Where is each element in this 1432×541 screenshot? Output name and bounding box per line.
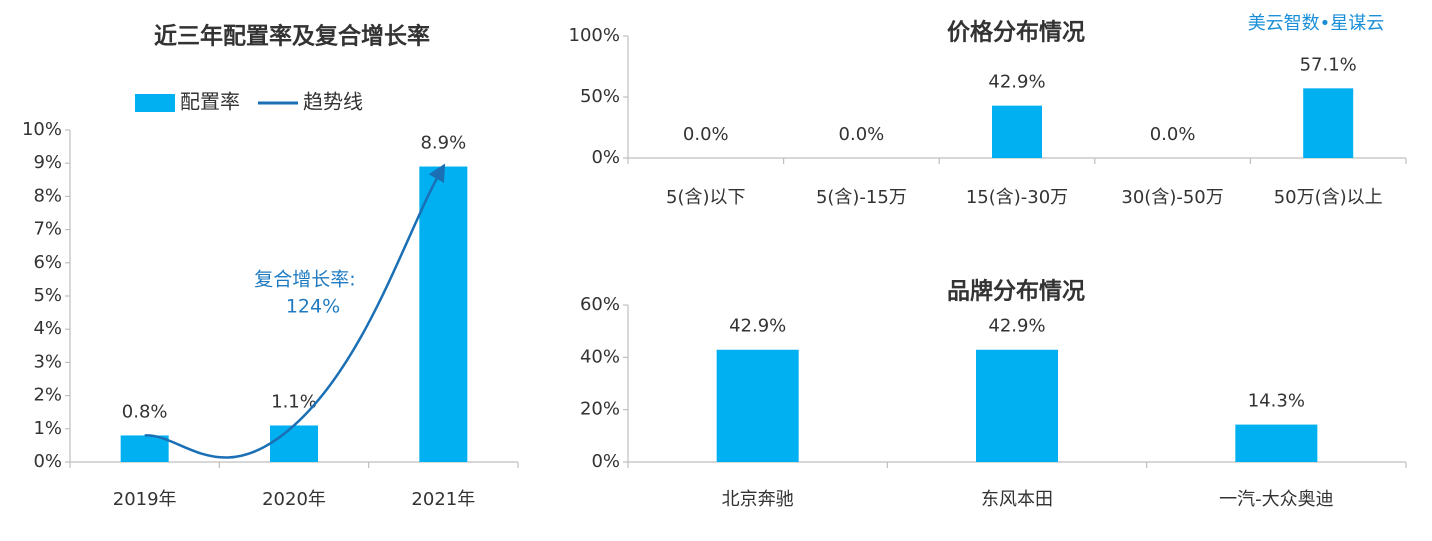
x-tick-label: 15(含)-30万 xyxy=(966,187,1068,208)
bar xyxy=(270,425,318,462)
y-tick-label: 3% xyxy=(33,351,62,372)
x-tick-label: 东风本田 xyxy=(981,489,1053,510)
value-label: 0.0% xyxy=(839,124,885,145)
annotation: 复合增长率: xyxy=(254,269,355,291)
chart-title: 近三年配置率及复合增长率 xyxy=(154,23,430,50)
y-tick-label: 6% xyxy=(33,252,62,273)
y-tick-label: 10% xyxy=(22,119,62,140)
y-tick-label: 8% xyxy=(33,185,62,206)
bar xyxy=(992,105,1042,158)
bar xyxy=(419,166,468,462)
x-tick-label: 2021年 xyxy=(411,489,475,510)
x-tick-label: 50万(含)以上 xyxy=(1274,187,1383,208)
x-tick-label: 5(含)以下 xyxy=(666,187,746,208)
legend-label: 趋势线 xyxy=(303,90,363,114)
y-tick-label: 5% xyxy=(33,285,62,306)
y-tick-label: 0% xyxy=(591,451,620,472)
y-tick-label: 50% xyxy=(580,86,620,107)
bar xyxy=(976,349,1058,462)
y-tick-label: 40% xyxy=(580,346,620,367)
value-label: 42.9% xyxy=(988,316,1045,337)
chart-title: 品牌分布情况 xyxy=(947,278,1085,305)
value-label: 1.1% xyxy=(271,391,317,412)
value-label: 57.1% xyxy=(1300,54,1357,75)
value-label: 42.9% xyxy=(729,316,786,337)
y-tick-label: 9% xyxy=(33,152,62,173)
value-label: 0.0% xyxy=(1150,124,1196,145)
value-label: 8.9% xyxy=(420,133,466,154)
annotation: 124% xyxy=(286,296,340,318)
y-tick-label: 0% xyxy=(33,451,62,472)
x-tick-label: 北京奔驰 xyxy=(722,489,794,510)
value-label: 14.3% xyxy=(1248,391,1305,412)
chart-title: 价格分布情况 xyxy=(947,19,1085,46)
legend-swatch xyxy=(135,94,175,112)
bar xyxy=(1235,424,1318,462)
y-tick-label: 4% xyxy=(33,318,62,339)
y-tick-label: 7% xyxy=(33,219,62,240)
legend-label: 配置率 xyxy=(180,90,240,114)
x-tick-label: 2019年 xyxy=(113,489,177,510)
value-label: 0.8% xyxy=(122,401,168,422)
source: 美云智数•星谋云 xyxy=(1248,13,1385,34)
x-tick-label: 30(含)-50万 xyxy=(1121,187,1223,208)
x-tick-label: 2020年 xyxy=(262,489,326,510)
y-tick-label: 2% xyxy=(33,385,62,406)
value-label: 0.0% xyxy=(683,124,729,145)
bar xyxy=(1303,88,1354,158)
x-tick-label: 一汽-大众奥迪 xyxy=(1219,489,1334,510)
y-tick-label: 100% xyxy=(569,25,620,46)
x-tick-label: 5(含)-15万 xyxy=(816,187,907,208)
y-tick-label: 60% xyxy=(580,294,620,315)
bar xyxy=(120,435,169,462)
y-tick-label: 20% xyxy=(580,399,620,420)
y-tick-label: 0% xyxy=(591,147,620,168)
trend-line xyxy=(144,163,446,459)
y-tick-label: 1% xyxy=(33,418,62,439)
bar xyxy=(716,349,799,462)
value-label: 42.9% xyxy=(988,72,1045,93)
